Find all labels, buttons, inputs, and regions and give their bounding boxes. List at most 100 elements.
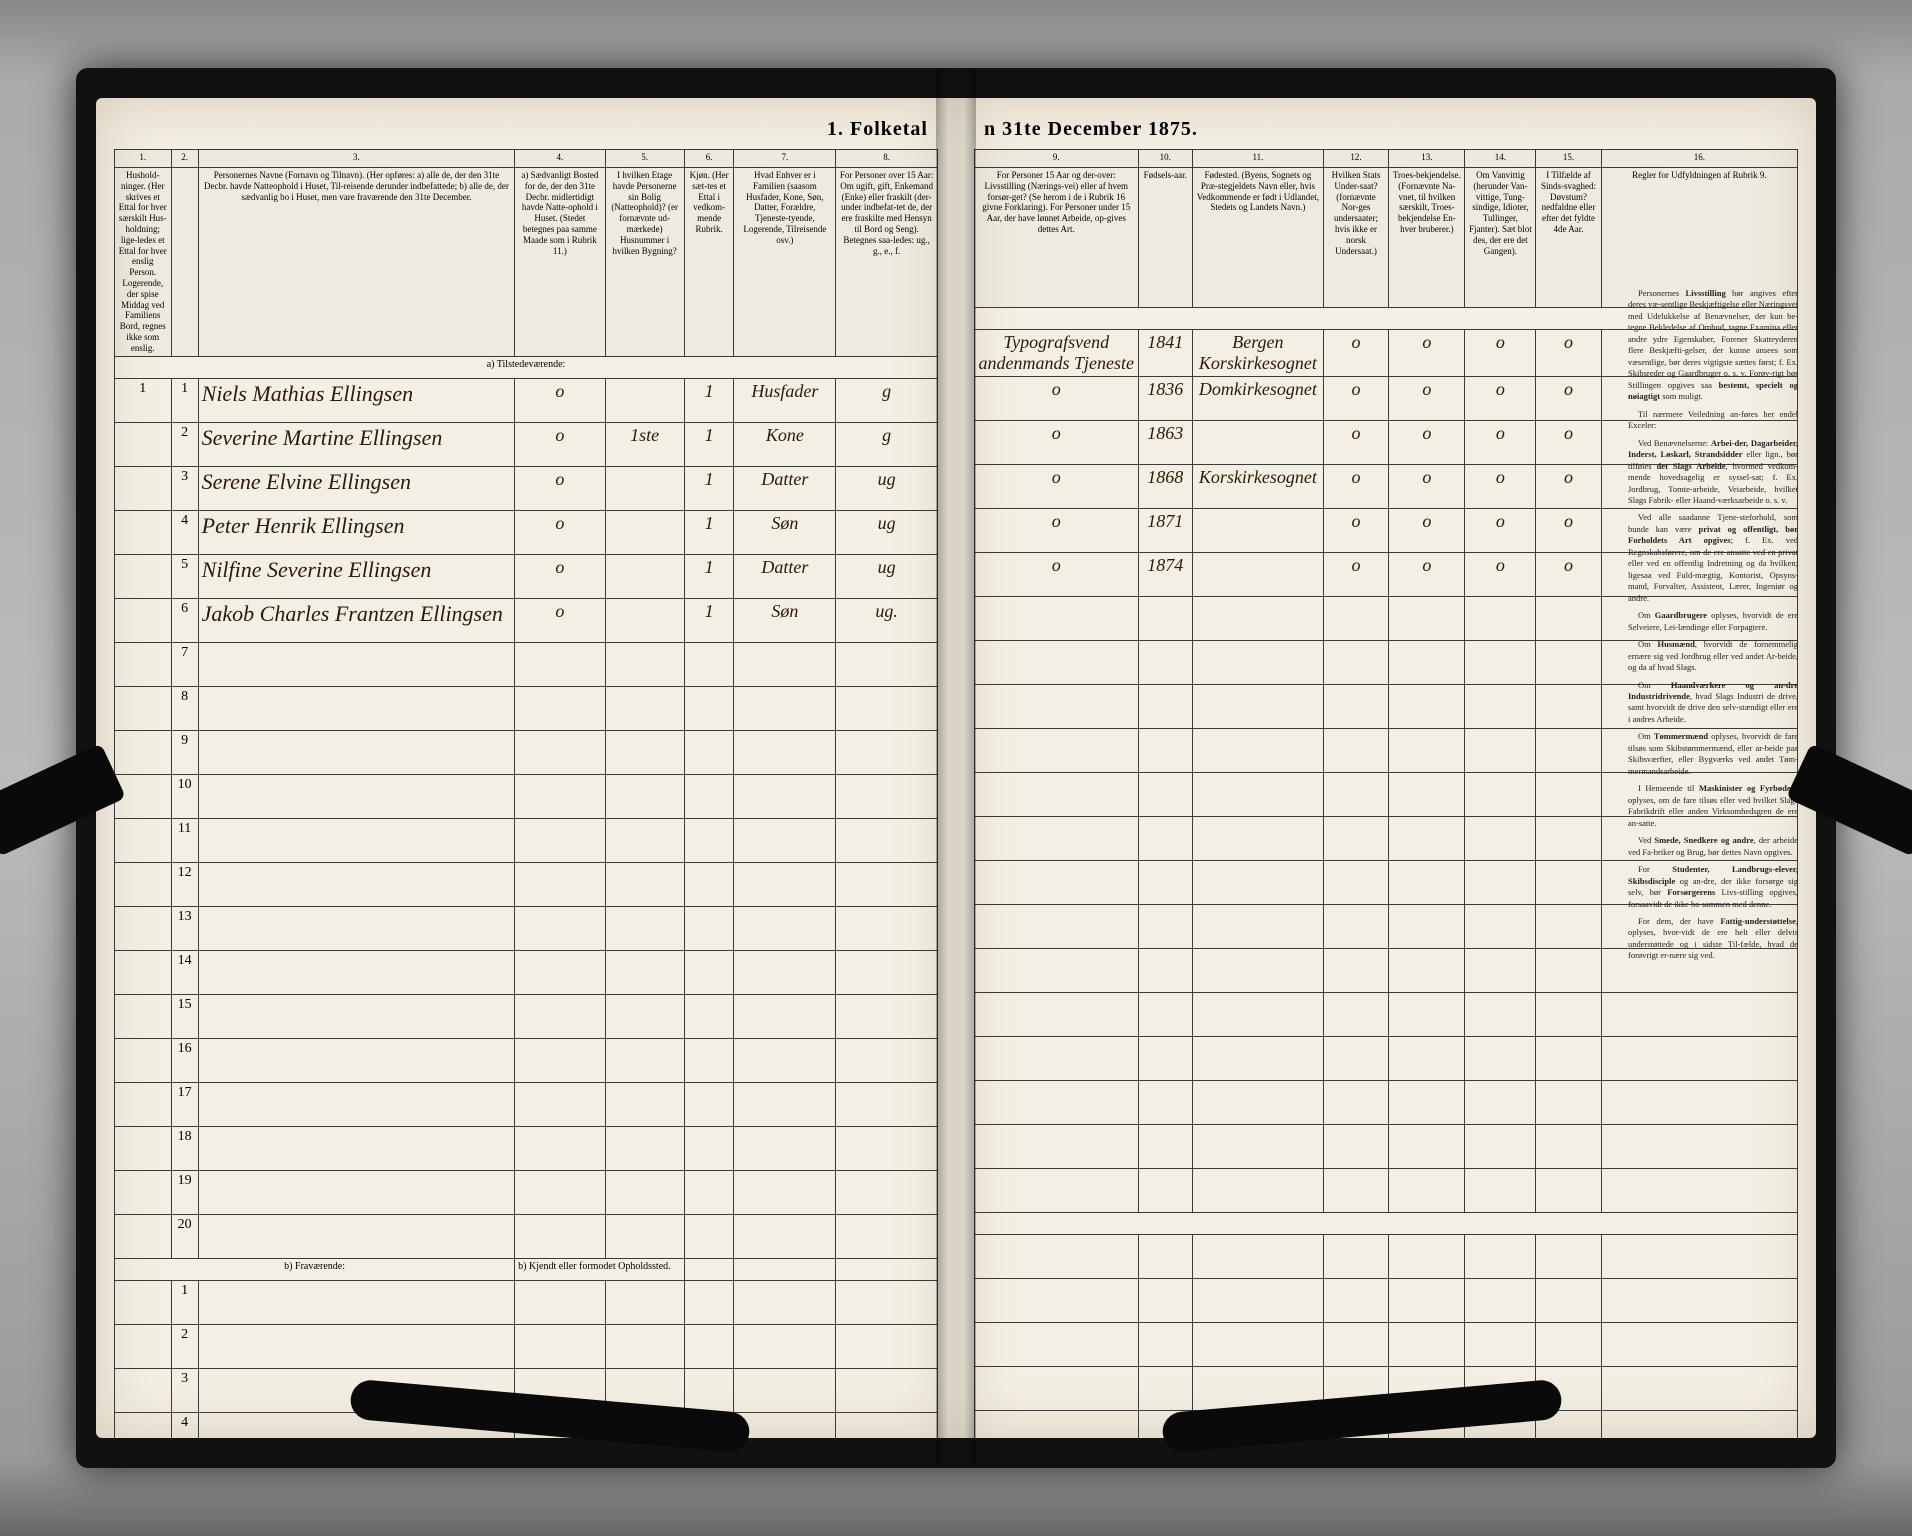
empty-cell — [836, 1324, 938, 1368]
empty-cell — [605, 642, 684, 686]
empty-cell — [198, 1324, 515, 1368]
empty-cell — [734, 994, 836, 1038]
column-header: Fødested. (Byens, Sognets og Præ-stegjel… — [1193, 168, 1324, 308]
empty-cell — [1193, 597, 1324, 641]
empty-cell: 13 — [171, 906, 198, 950]
empty-cell — [975, 1411, 1139, 1439]
empty-cell — [734, 1324, 836, 1368]
empty-cell — [1138, 1279, 1193, 1323]
cell-c8: ug — [836, 466, 938, 510]
empty-cell — [115, 994, 172, 1038]
empty-cell — [975, 1081, 1139, 1125]
empty-cell — [1193, 1125, 1324, 1169]
empty-cell — [1389, 1081, 1465, 1125]
cell-c15: o — [1536, 509, 1601, 553]
empty-cell — [605, 686, 684, 730]
empty-cell — [515, 818, 605, 862]
column-number: 6. — [684, 150, 734, 168]
empty-cell — [1193, 949, 1324, 993]
cell-hh — [115, 422, 172, 466]
empty-cell — [515, 1038, 605, 1082]
cell-c10: 1841 — [1138, 330, 1193, 377]
empty-cell: 17 — [171, 1082, 198, 1126]
cell-c14: o — [1465, 465, 1536, 509]
instruction-paragraph: Om Haandværkere og an-dre Industridriven… — [1628, 680, 1798, 726]
cell-c4: o — [515, 378, 605, 422]
empty-cell — [605, 1214, 684, 1258]
empty-cell — [515, 862, 605, 906]
section-b-label: b) Fraværende: — [115, 1258, 515, 1280]
empty-cell — [1536, 1081, 1601, 1125]
cell-pn: 1 — [171, 378, 198, 422]
cell-c10: 1863 — [1138, 421, 1193, 465]
empty-cell — [1601, 1279, 1797, 1323]
cell-c10: 1868 — [1138, 465, 1193, 509]
cell-c9: Typografsvend andenmands Tjeneste — [975, 330, 1139, 377]
empty-cell — [684, 906, 734, 950]
cell-c12: o — [1323, 553, 1388, 597]
empty-cell — [684, 1324, 734, 1368]
empty-cell — [1323, 773, 1388, 817]
empty-cell — [836, 1280, 938, 1324]
empty-cell — [1138, 949, 1193, 993]
empty-cell — [1323, 993, 1388, 1037]
cell-hh — [115, 598, 172, 642]
cell-c4: o — [515, 422, 605, 466]
empty-cell — [115, 642, 172, 686]
scanner-background: 1. Folketal 1.2.3.4.5.6.7.8. Hushold-nin… — [0, 0, 1912, 1536]
empty-cell — [115, 818, 172, 862]
column-header — [171, 168, 198, 357]
empty-cell — [1193, 641, 1324, 685]
empty-cell — [1465, 993, 1536, 1037]
empty-cell — [605, 1082, 684, 1126]
cell-c13: o — [1389, 553, 1465, 597]
cell-pn: 4 — [171, 510, 198, 554]
empty-cell — [198, 1038, 515, 1082]
empty-cell: 14 — [171, 950, 198, 994]
empty-cell — [1601, 1125, 1797, 1169]
page-title-right: n 31te December 1875. — [974, 118, 1798, 141]
empty-cell — [115, 906, 172, 950]
column-number: 8. — [836, 150, 938, 168]
cell-c7: Datter — [734, 554, 836, 598]
section-b-note: b) Kjendt eller formodet Opholdssted. — [515, 1258, 685, 1280]
cell-c12: o — [1323, 509, 1388, 553]
empty-cell: 3 — [171, 1368, 198, 1412]
empty-cell — [1536, 1323, 1601, 1367]
empty-cell — [734, 1082, 836, 1126]
cell-c12: o — [1323, 421, 1388, 465]
column-header: Hvilken Stats Under-saat? (fornævnte Nor… — [1323, 168, 1388, 308]
column-header: For Personer 15 Aar og der-over: Livssti… — [975, 168, 1139, 308]
empty-cell — [734, 1214, 836, 1258]
empty-cell — [734, 642, 836, 686]
cell-c12: o — [1323, 377, 1388, 421]
empty-cell — [1138, 1367, 1193, 1411]
empty-cell — [115, 1170, 172, 1214]
column-number: 2. — [171, 150, 198, 168]
empty-cell — [198, 994, 515, 1038]
cell-c14: o — [1465, 330, 1536, 377]
empty-cell — [1465, 1081, 1536, 1125]
empty-cell — [1193, 1279, 1324, 1323]
empty-cell: 10 — [171, 774, 198, 818]
empty-cell — [1193, 1323, 1324, 1367]
empty-cell — [734, 1368, 836, 1412]
empty-cell — [1389, 1279, 1465, 1323]
empty-cell — [1193, 905, 1324, 949]
empty-cell — [836, 906, 938, 950]
cell-c4: o — [515, 510, 605, 554]
empty-cell — [515, 730, 605, 774]
empty-cell — [1536, 773, 1601, 817]
empty-cell — [836, 1038, 938, 1082]
empty-cell — [605, 1280, 684, 1324]
empty-cell — [975, 1169, 1139, 1213]
empty-cell — [115, 1324, 172, 1368]
empty-cell — [1193, 993, 1324, 1037]
instruction-paragraph: Om Husmænd, hvorvidt de fornemmelig ernæ… — [1628, 639, 1798, 673]
empty-cell — [605, 818, 684, 862]
cell-c14: o — [1465, 421, 1536, 465]
cell-c15: o — [1536, 553, 1601, 597]
empty-cell — [975, 817, 1139, 861]
cell-c12: o — [1323, 330, 1388, 377]
empty-cell — [605, 730, 684, 774]
